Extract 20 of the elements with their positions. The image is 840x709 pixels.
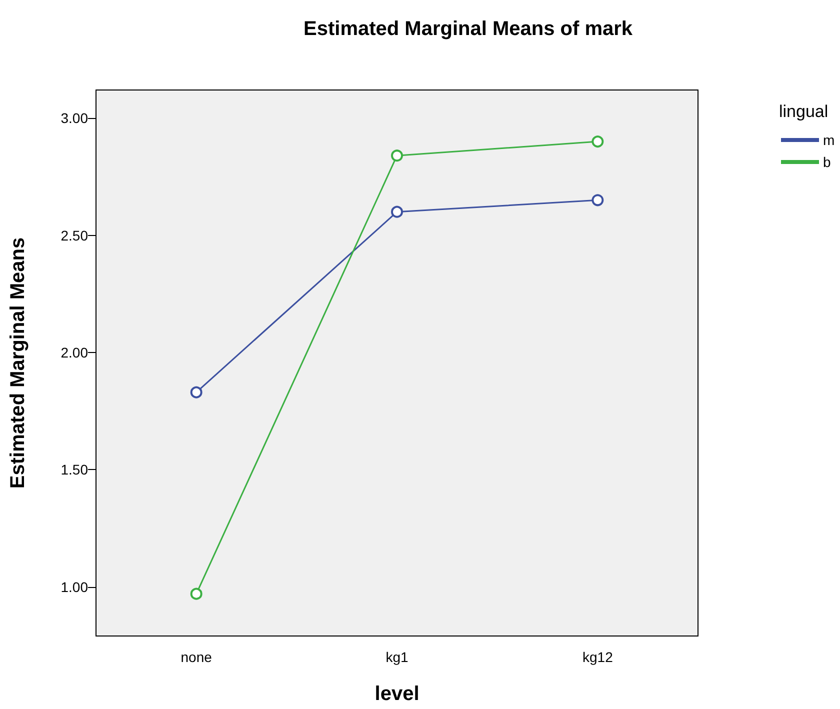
x-tick-label: none [180, 649, 212, 665]
point [592, 136, 604, 148]
y-tick-label: 1.00 [60, 578, 88, 595]
y-tick-label: 3.00 [60, 110, 88, 126]
x-tick-label: kg1 [386, 649, 408, 665]
y-axis-title: Estimated Marginal Means [7, 237, 29, 489]
x-axis-title: level [374, 683, 420, 705]
legend-label: b [823, 154, 831, 170]
legend-label: m [823, 132, 835, 148]
y-tick-label: 2.00 [60, 344, 88, 360]
point [592, 194, 604, 206]
chart-title: Estimated Marginal Means of mark [304, 18, 634, 40]
point [391, 150, 403, 162]
legend-title: lingual [779, 102, 828, 121]
y-tick-label: 1.50 [60, 462, 88, 478]
point [190, 588, 202, 600]
y-tick-label: 2.50 [60, 227, 88, 244]
x-tick-label: kg12 [582, 649, 614, 665]
point [391, 206, 403, 218]
point [190, 386, 202, 398]
